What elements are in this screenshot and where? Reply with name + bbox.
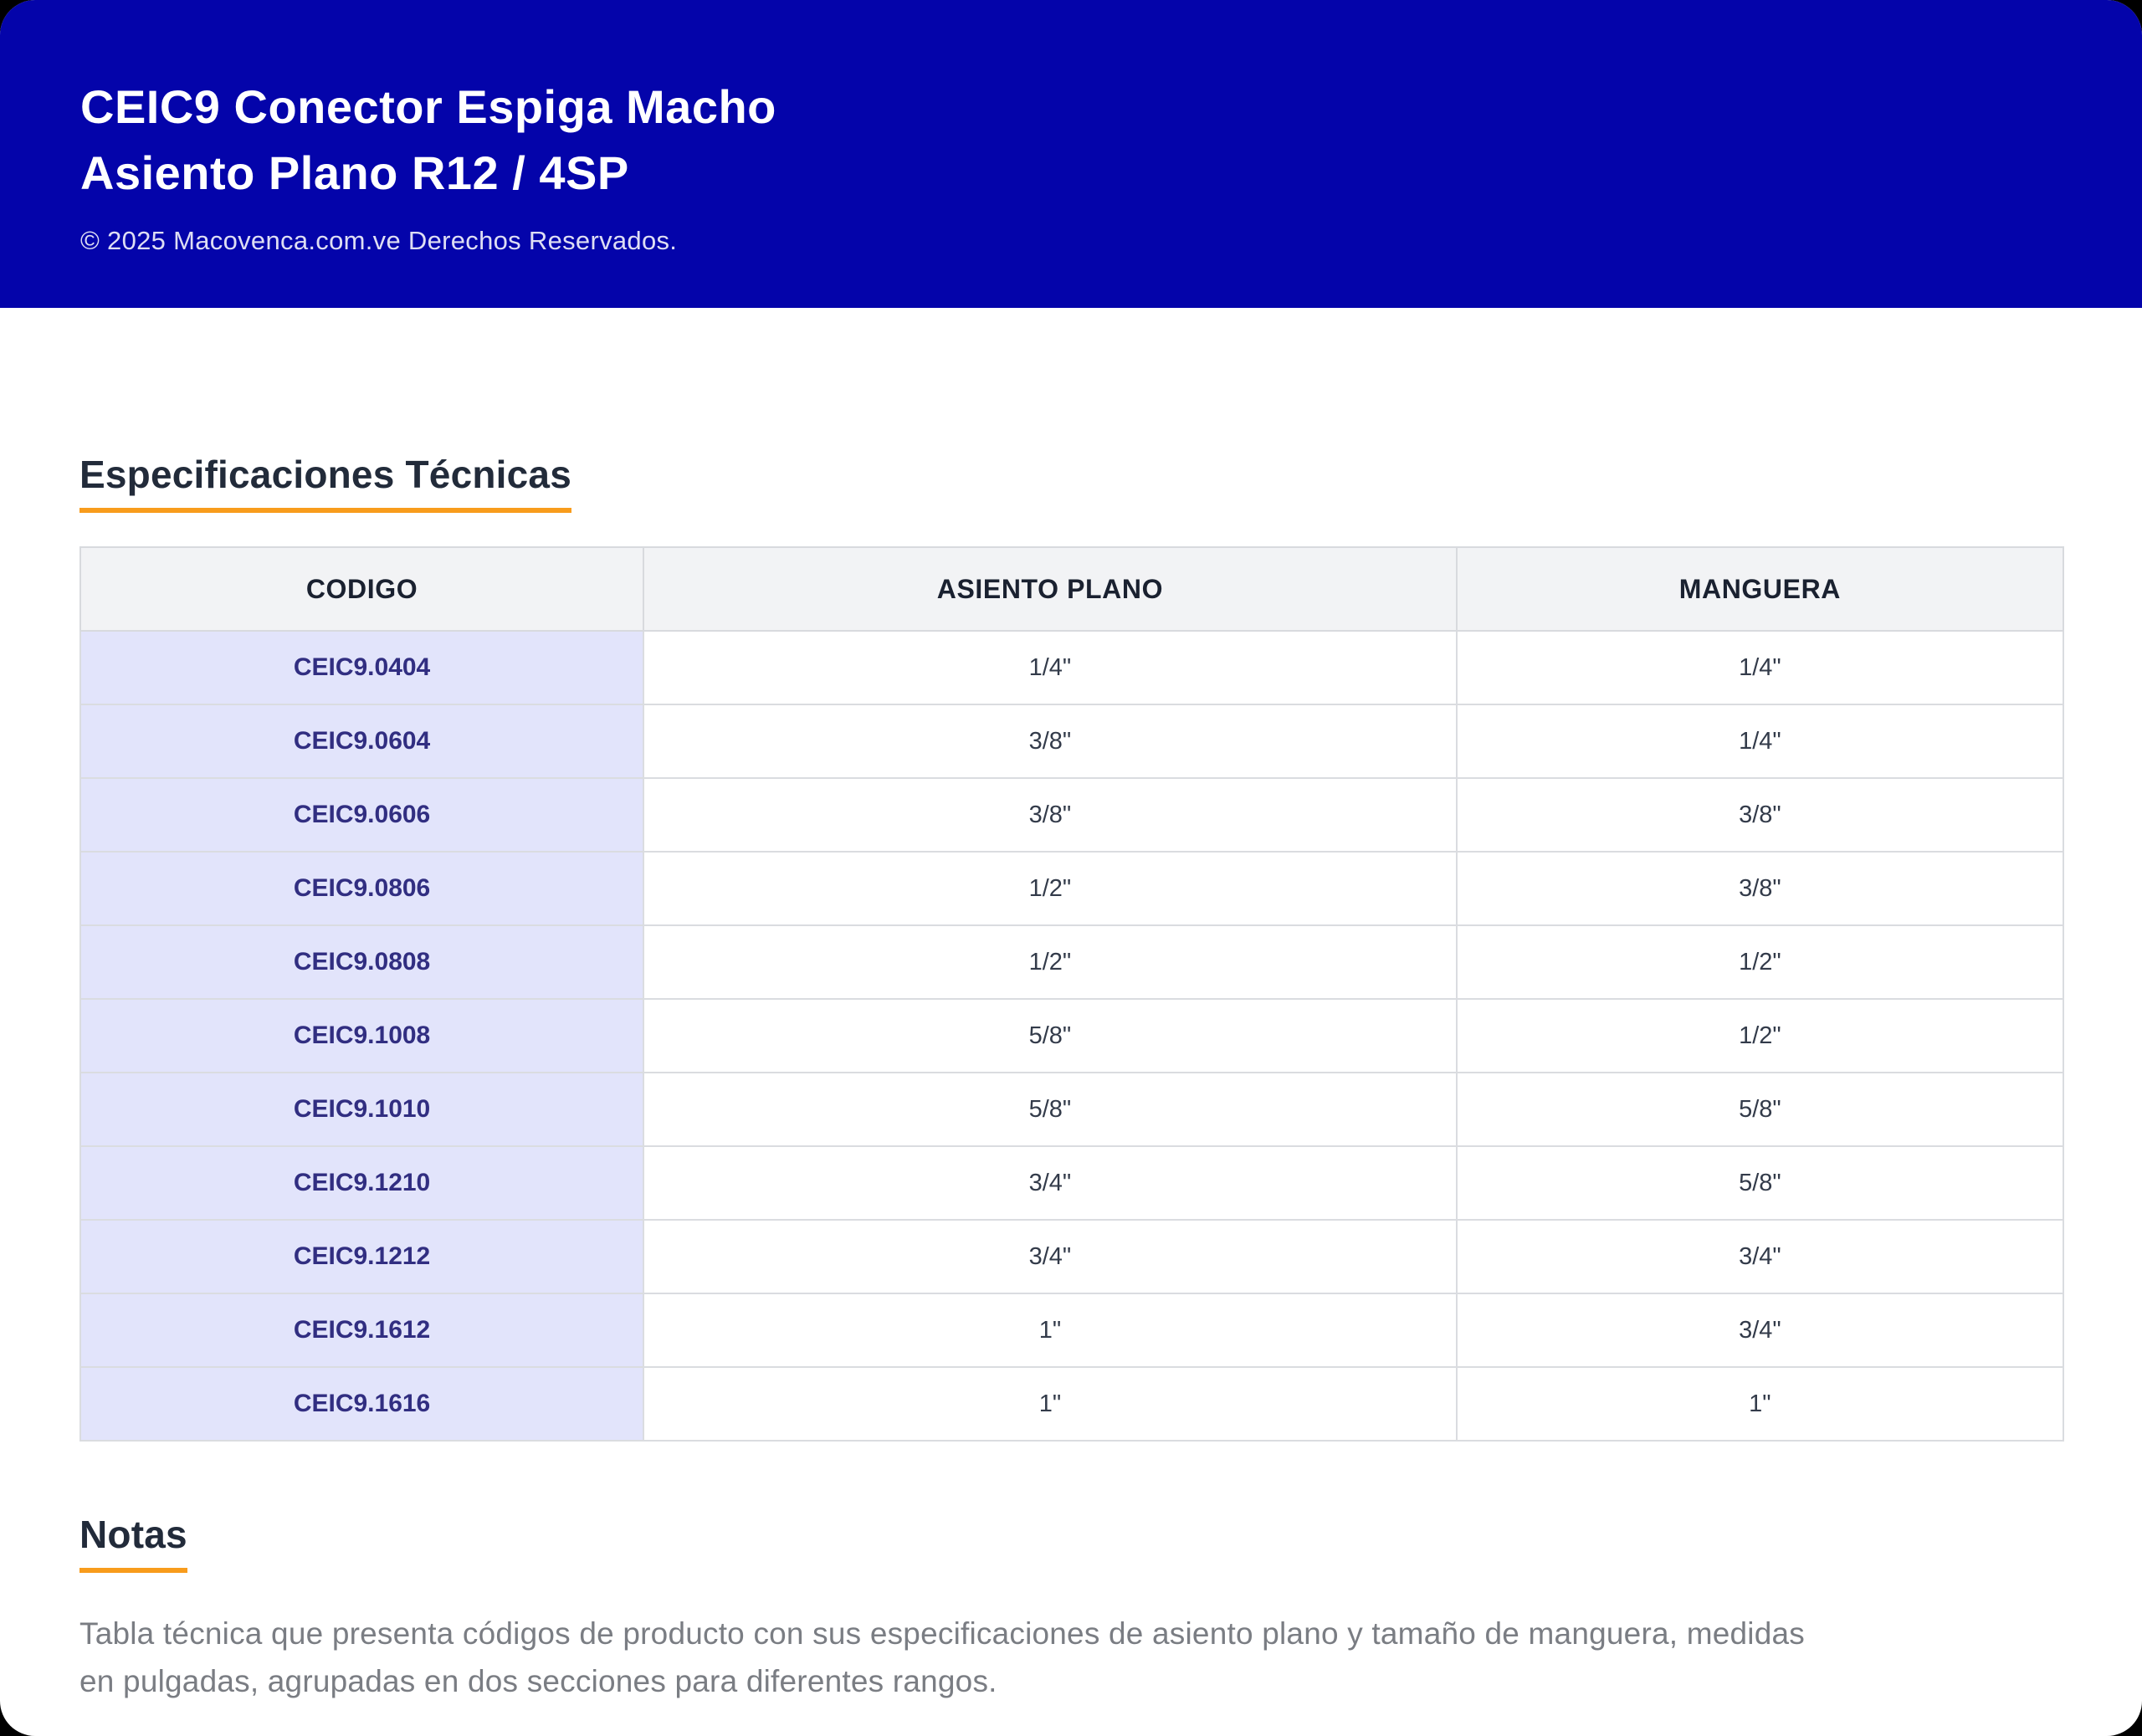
cell-manguera: 1/2": [1455, 998, 2065, 1073]
spec-table-body: CEIC9.0404 1/4" 1/4" CEIC9.0604 3/8" 1/4…: [79, 630, 2065, 1442]
table-row: CEIC9.1210 3/4" 5/8": [79, 1145, 2065, 1221]
table-row: CEIC9.1010 5/8" 5/8": [79, 1072, 2065, 1147]
cell-manguera: 3/8": [1455, 851, 2065, 926]
cell-manguera: 1/4": [1455, 704, 2065, 779]
table-row: CEIC9.0604 3/8" 1/4": [79, 704, 2065, 779]
cell-manguera: 1": [1455, 1366, 2065, 1442]
column-header-asiento-plano: ASIENTO PLANO: [643, 546, 1458, 632]
cell-asiento-plano: 1/2": [643, 924, 1458, 1000]
cell-codigo: CEIC9.0606: [79, 777, 645, 853]
page-title: CEIC9 Conector Espiga Macho Asiento Plan…: [80, 74, 2062, 206]
cell-manguera: 5/8": [1455, 1145, 2065, 1221]
cell-manguera: 1/2": [1455, 924, 2065, 1000]
page-header-band: CEIC9 Conector Espiga Macho Asiento Plan…: [0, 0, 2142, 308]
cell-manguera: 5/8": [1455, 1072, 2065, 1147]
cell-codigo: CEIC9.1010: [79, 1072, 645, 1147]
cell-manguera: 3/8": [1455, 777, 2065, 853]
page-content: Especificaciones Técnicas CODIGO ASIENTO…: [0, 308, 2142, 1705]
cell-codigo: CEIC9.1008: [79, 998, 645, 1073]
spec-table-header-row: CODIGO ASIENTO PLANO MANGUERA: [79, 546, 2065, 632]
table-row: CEIC9.1212 3/4" 3/4": [79, 1219, 2065, 1294]
cell-manguera: 1/4": [1455, 630, 2065, 705]
column-header-manguera: MANGUERA: [1455, 546, 2065, 632]
cell-manguera: 3/4": [1455, 1293, 2065, 1368]
cell-codigo: CEIC9.0604: [79, 704, 645, 779]
table-row: CEIC9.0404 1/4" 1/4": [79, 630, 2065, 705]
cell-asiento-plano: 3/4": [643, 1219, 1458, 1294]
cell-codigo: CEIC9.0806: [79, 851, 645, 926]
table-row: CEIC9.1616 1" 1": [79, 1366, 2065, 1442]
specs-section-heading: Especificaciones Técnicas: [79, 452, 571, 513]
cell-asiento-plano: 5/8": [643, 1072, 1458, 1147]
cell-codigo: CEIC9.1210: [79, 1145, 645, 1221]
cell-codigo: CEIC9.0404: [79, 630, 645, 705]
cell-manguera: 3/4": [1455, 1219, 2065, 1294]
cell-asiento-plano: 1": [643, 1293, 1458, 1368]
table-row: CEIC9.0808 1/2" 1/2": [79, 924, 2065, 1000]
table-row: CEIC9.1612 1" 3/4": [79, 1293, 2065, 1368]
table-row: CEIC9.0806 1/2" 3/8": [79, 851, 2065, 926]
table-row: CEIC9.1008 5/8" 1/2": [79, 998, 2065, 1073]
page-title-line1: CEIC9 Conector Espiga Macho: [80, 80, 776, 133]
column-header-codigo: CODIGO: [79, 546, 645, 632]
cell-asiento-plano: 1/4": [643, 630, 1458, 705]
cell-asiento-plano: 5/8": [643, 998, 1458, 1073]
notes-paragraph: Tabla técnica que presenta códigos de pr…: [79, 1616, 1805, 1698]
table-row: CEIC9.0606 3/8" 3/8": [79, 777, 2065, 853]
cell-codigo: CEIC9.0808: [79, 924, 645, 1000]
cell-asiento-plano: 3/4": [643, 1145, 1458, 1221]
cell-asiento-plano: 1": [643, 1366, 1458, 1442]
notes-section-heading: Notas: [79, 1512, 187, 1573]
spec-table: CODIGO ASIENTO PLANO MANGUERA CEIC9.0404…: [79, 546, 2065, 1442]
cell-asiento-plano: 3/8": [643, 704, 1458, 779]
cell-asiento-plano: 1/2": [643, 851, 1458, 926]
cell-codigo: CEIC9.1612: [79, 1293, 645, 1368]
cell-codigo: CEIC9.1616: [79, 1366, 645, 1442]
copyright-text: © 2025 Macovenca.com.ve Derechos Reserva…: [80, 226, 678, 255]
cell-codigo: CEIC9.1212: [79, 1219, 645, 1294]
page-title-line2: Asiento Plano R12 / 4SP: [80, 146, 629, 199]
cell-asiento-plano: 3/8": [643, 777, 1458, 853]
